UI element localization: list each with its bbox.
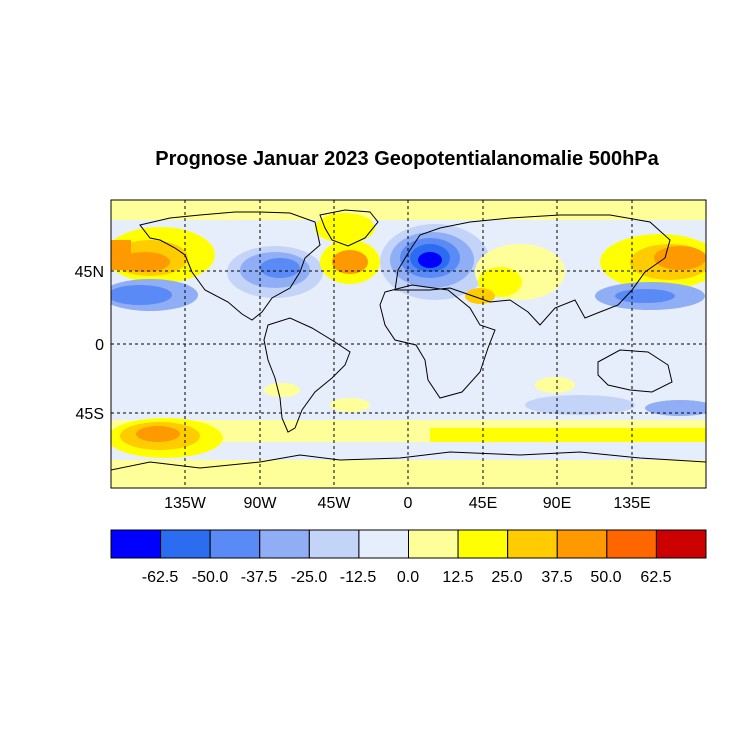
legend-label: 12.5 [442,569,473,586]
anomaly-europe-core [418,252,442,268]
lon-label-0: 0 [404,495,413,512]
legend-label: 50.0 [590,569,621,586]
map-panel [110,199,707,489]
anomaly-central-asia-inner [478,267,522,297]
legend-label: -25.0 [291,569,328,586]
anomaly-s-pacific-inner [136,426,180,442]
anomaly-greenland [315,213,375,243]
legend-swatch [606,529,657,559]
map-frame [110,199,707,489]
coastlines [111,209,706,471]
anomaly-band-southern-ocean-2 [430,428,706,442]
australia-outline [597,349,673,393]
anomaly-field [111,200,706,488]
anomaly-s-indian-low [525,395,635,415]
legend-swatch [408,529,459,559]
legend-label: -12.5 [340,569,377,586]
anomaly-n-pacific-low-inner [111,285,172,305]
lat-label-0: 0 [95,337,104,354]
lon-label-45e: 45E [469,495,497,512]
legend-swatch [209,529,261,559]
legend-labels: -62.5 -50.0 -37.5 -25.0 -12.5 0.0 12.5 2… [142,569,672,586]
legend-label: 25.0 [491,569,522,586]
legend-label: 62.5 [640,569,671,586]
anomaly-alaska-edge [111,240,131,270]
legend-swatch [160,529,211,559]
legend-swatch [308,529,360,559]
lon-label-90w: 90W [244,495,278,512]
anomaly-east-asia-inner [654,246,706,270]
legend-swatch [507,529,558,559]
anomaly-mideast [465,288,495,304]
legend-swatch [110,529,162,559]
legend-label: 37.5 [541,569,572,586]
lon-label-45w: 45W [318,495,352,512]
lon-axis-labels: 135W 90W 45W 0 45E 90E 135E [164,495,651,512]
legend-swatches [110,529,707,559]
legend-label: 0.0 [397,569,419,586]
legend-label: -50.0 [192,569,229,586]
north-america-outline [139,211,321,321]
lat-label-45s: 45S [76,406,104,423]
south-america-outline [263,317,351,433]
anomaly-s-atlantic-high [264,383,300,397]
graticule [111,200,706,488]
lat-label-45n: 45N [75,264,104,281]
legend-swatch [655,529,707,559]
anomaly-n-atlantic-inner [332,250,368,274]
lon-label-90e: 90E [543,495,571,512]
anomaly-s-pacific-low [645,400,706,416]
color-legend: -62.5 -50.0 -37.5 -25.0 -12.5 0.0 12.5 2… [110,529,707,586]
anomaly-s-indian-high [535,377,575,393]
legend-label: -62.5 [142,569,179,586]
greenland-outline [319,209,379,247]
legend-label: -37.5 [241,569,278,586]
map-title: Prognose Januar 2023 Geopotentialanomali… [155,148,659,170]
lon-label-135w: 135W [164,495,207,512]
lon-label-135e: 135E [613,495,650,512]
legend-swatch [358,529,410,559]
anomaly-na-low-inner [260,258,300,278]
lat-axis-labels: 45N 0 45S [75,264,104,423]
legend-swatch [556,529,608,559]
anomaly-alaska-inner [120,252,170,272]
antarctica-outline [111,451,706,471]
anomaly-w-pacific-low-inner [615,289,675,303]
legend-swatch [457,529,509,559]
anomaly-se-pacific-high [330,398,370,412]
legend-swatch [259,529,310,559]
africa-outline [379,284,496,399]
